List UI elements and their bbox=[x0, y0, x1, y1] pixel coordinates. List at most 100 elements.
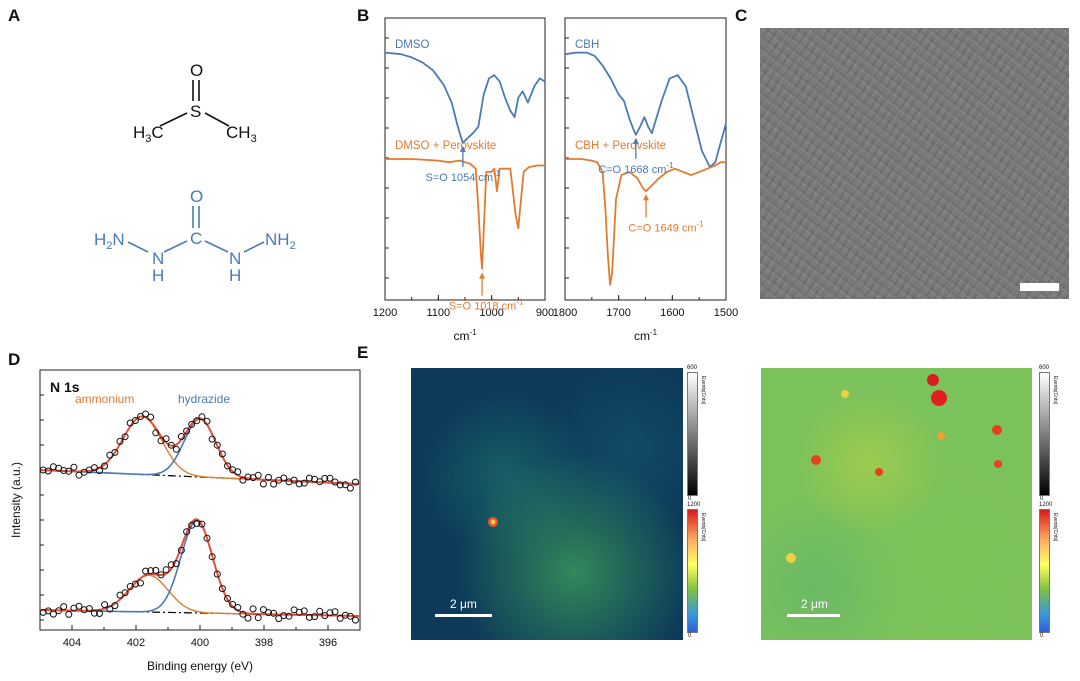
panel-label-b: B bbox=[357, 6, 370, 25]
ftir-x-tick-label: 1100 bbox=[427, 307, 451, 319]
xps-data-point-upper bbox=[336, 481, 344, 489]
xps-data-point-upper bbox=[280, 474, 288, 482]
xps-data-point-lower bbox=[198, 520, 206, 528]
xps-data-point-upper bbox=[121, 433, 129, 441]
xps-data-point-upper bbox=[305, 474, 313, 482]
xps-title: N 1s bbox=[50, 379, 80, 395]
xps-data-point-upper bbox=[60, 467, 68, 474]
xps-data-point-lower bbox=[239, 610, 247, 618]
eds-map-2-spots bbox=[786, 374, 1002, 563]
xps-data-point-upper bbox=[90, 464, 98, 472]
cbh-structure: O C N H N H H2N NH2 bbox=[94, 187, 296, 285]
xps-data-point-upper bbox=[331, 478, 339, 486]
xps-data-point-lower bbox=[75, 602, 83, 610]
xps-data-point-upper bbox=[193, 417, 201, 425]
xps-data-point-upper bbox=[290, 476, 298, 484]
xps-data-point-lower bbox=[295, 608, 303, 616]
xps-data-point-lower bbox=[65, 610, 73, 618]
xps-x-tick-label: 396 bbox=[319, 637, 337, 649]
xps-data-point-lower bbox=[147, 567, 155, 575]
annotation-arrowhead bbox=[632, 137, 639, 144]
ftir-series-pure bbox=[384, 51, 546, 144]
ftir-series-label: DMSO + Perovskite bbox=[395, 140, 496, 152]
xps-data-point-lower bbox=[131, 580, 139, 588]
xps-data-point-upper bbox=[116, 437, 124, 445]
xps-data-point-lower bbox=[177, 546, 185, 554]
xps-chart: 404 402 400 398 396 Binding energy (eV) Intens… bbox=[9, 369, 361, 673]
eds-map-1-spots bbox=[488, 517, 498, 527]
xps-data-point-lower bbox=[280, 612, 288, 620]
xps-data-point-upper bbox=[70, 463, 78, 471]
xps-data-point-lower bbox=[39, 608, 47, 616]
xps-data-point-lower bbox=[234, 604, 242, 611]
xps-data-point-lower bbox=[60, 603, 68, 611]
xps-data-point-upper bbox=[183, 427, 191, 435]
xps-ammonium-component-upper bbox=[39, 415, 361, 485]
eds-map-2-cbar-gray-top: 600 bbox=[1039, 365, 1050, 371]
xps-data-point-upper bbox=[131, 417, 139, 424]
xps-data-point-upper bbox=[300, 479, 308, 487]
xps-hydrazide-component-lower bbox=[40, 520, 360, 617]
ftir-frame-2 bbox=[564, 17, 727, 301]
ftir-chart-1: 1200 1100 1000 900 cm-1 DMSO DMSO + Perovskite… bbox=[373, 17, 554, 343]
xps-data-point-lower bbox=[203, 534, 211, 542]
xps-data-point-lower bbox=[249, 605, 257, 613]
xps-data-point-lower bbox=[259, 606, 267, 614]
eds-map-1-cbar-gray-unit: Events[Cnts] bbox=[700, 376, 706, 405]
xps-legend-hydrazide: hydrazide bbox=[178, 392, 230, 406]
xps-data-point-lower bbox=[167, 561, 175, 569]
xps-data-point-upper bbox=[188, 420, 196, 428]
eds-map-2-colorbar-color bbox=[1039, 509, 1050, 633]
xps-data-point-lower bbox=[224, 595, 231, 602]
xps-data-point-lower bbox=[44, 607, 52, 615]
xps-data-point-upper bbox=[96, 467, 103, 475]
ftir-x-tick-label: 900 bbox=[536, 307, 554, 319]
xps-x-label: Binding energy (eV) bbox=[147, 659, 253, 673]
xps-data-point-lower bbox=[162, 566, 170, 574]
ftir-x-tick-label: 1200 bbox=[373, 307, 397, 319]
ftir-x-tick-label: 1800 bbox=[553, 307, 577, 319]
xps-data-point-upper bbox=[265, 473, 272, 481]
panel-label-a: A bbox=[8, 6, 21, 25]
xps-data-point-lower bbox=[137, 579, 144, 587]
xps-data-point-upper bbox=[213, 441, 221, 449]
xps-data-point-upper bbox=[234, 468, 242, 476]
cbh-oxygen: O bbox=[190, 187, 203, 206]
eds-map-1-cbar-color-top: 1200 bbox=[687, 502, 701, 508]
xps-data-point-upper bbox=[321, 474, 329, 482]
xps-data-point-lower bbox=[193, 520, 201, 527]
eds-map-1-colorbar-color bbox=[687, 509, 698, 633]
xps-data-point-lower bbox=[218, 585, 226, 593]
ftir-series-label: CBH bbox=[575, 39, 599, 51]
eds-map-1-scale-bar bbox=[435, 614, 492, 617]
xps-data-point-lower bbox=[49, 610, 57, 618]
xps-data-point-upper bbox=[224, 462, 231, 470]
xps-hydrazide-component-upper bbox=[39, 418, 361, 485]
panel-label-e: E bbox=[357, 343, 369, 362]
ftir-series-pure bbox=[564, 51, 727, 168]
xps-y-label: Intensity (a.u.) bbox=[9, 462, 23, 538]
xps-data-point-lower bbox=[300, 607, 308, 615]
annotation-arrowhead bbox=[643, 194, 650, 201]
xps-data-point-lower bbox=[265, 609, 272, 617]
xps-frame bbox=[39, 369, 361, 631]
cbh-nh2-right: NH2 bbox=[265, 230, 296, 252]
xps-data-point-lower bbox=[111, 602, 119, 610]
xps-data-point-lower bbox=[244, 614, 252, 622]
xps-x-tick-label: 402 bbox=[127, 637, 145, 649]
xps-data-point-upper bbox=[167, 441, 175, 449]
eds-map-1-cbar-color-bottom: 0 bbox=[688, 633, 692, 639]
eds-map-2-scale-label: 2 μm bbox=[801, 597, 828, 611]
xps-data-point-lower bbox=[316, 607, 324, 615]
xps-data-point-lower bbox=[90, 609, 98, 617]
xps-data-point-lower bbox=[346, 612, 354, 620]
eds-map-2-cbar-color-top: 1200 bbox=[1039, 502, 1053, 508]
cbh-h-right: H bbox=[229, 266, 241, 285]
cbh-h-left: H bbox=[152, 266, 164, 285]
xps-envelope-lower bbox=[40, 518, 360, 617]
sem-image bbox=[760, 28, 1069, 299]
xps-data-point-upper bbox=[172, 445, 180, 453]
xps-data-point-lower bbox=[106, 605, 114, 613]
annotation-arrowhead bbox=[459, 145, 466, 152]
